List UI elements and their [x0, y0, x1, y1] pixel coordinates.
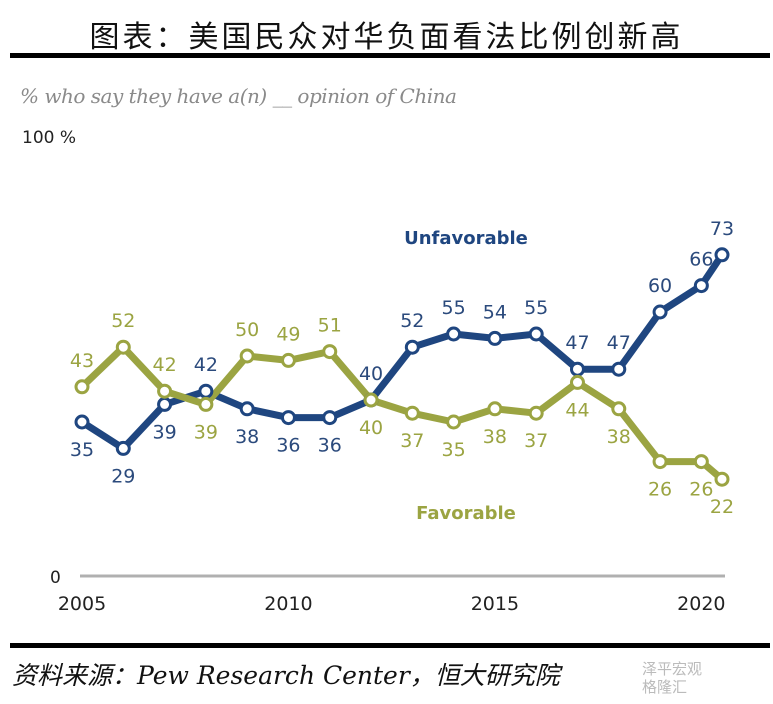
data-label: 35	[70, 439, 94, 461]
data-point	[446, 414, 462, 430]
data-point	[157, 396, 173, 412]
data-point	[693, 278, 709, 294]
data-label: 60	[648, 275, 672, 297]
data-label: 39	[194, 421, 218, 443]
data-point	[714, 471, 730, 487]
data-label: 40	[359, 417, 383, 439]
data-point	[528, 405, 544, 421]
watermark-line1: 泽平宏观	[642, 660, 703, 678]
data-point	[322, 344, 338, 360]
data-point	[714, 247, 730, 263]
data-point	[404, 339, 420, 355]
data-label: 52	[111, 310, 135, 332]
data-label: 51	[318, 315, 342, 337]
figure-title: 图表：美国民众对华负面看法比例创新高	[89, 20, 684, 55]
data-point	[569, 374, 585, 390]
data-point	[115, 339, 131, 355]
data-point	[693, 454, 709, 470]
data-point	[611, 361, 627, 377]
watermark-line2: 格隆汇	[642, 678, 688, 696]
data-point	[239, 348, 255, 364]
data-label: 38	[607, 426, 631, 448]
data-point	[652, 454, 668, 470]
title-divider	[10, 53, 770, 58]
data-point	[528, 326, 544, 342]
series-line-favorable	[79, 343, 725, 482]
series-label-unfavorable: Unfavorable	[404, 228, 528, 249]
series-label-favorable: Favorable	[416, 503, 516, 524]
data-point	[487, 330, 503, 346]
data-point	[652, 304, 668, 320]
data-label: 39	[152, 421, 176, 443]
data-label: 37	[400, 430, 424, 452]
data-point	[569, 361, 585, 377]
data-label: 44	[565, 399, 589, 421]
data-point	[363, 392, 379, 408]
data-label: 29	[111, 465, 135, 487]
data-label: 73	[710, 218, 734, 240]
data-point	[404, 405, 420, 421]
data-point	[611, 401, 627, 417]
source-divider	[10, 643, 770, 648]
source-note: 资料来源：Pew Research Center，恒大研究院	[12, 661, 560, 690]
x-tick-label: 2005	[58, 593, 106, 615]
data-label: 42	[152, 354, 176, 376]
data-label: 49	[276, 323, 300, 345]
line-chart: 100 % 0 2005 2010 2015 2020 35 29 39 42 38 36 36 40 52…	[22, 128, 734, 615]
y-tick-label: 100 %	[22, 128, 76, 148]
data-label: 38	[235, 426, 259, 448]
data-label: 36	[276, 435, 300, 457]
data-point	[115, 440, 131, 456]
data-label: 26	[648, 479, 672, 501]
data-label: 35	[442, 439, 466, 461]
data-label: 43	[70, 350, 94, 372]
data-label: 54	[483, 301, 507, 323]
data-point	[487, 401, 503, 417]
data-point	[280, 410, 296, 426]
data-label: 22	[710, 496, 734, 518]
data-label: 47	[565, 332, 589, 354]
data-label: 55	[524, 297, 548, 319]
data-point	[446, 326, 462, 342]
data-point	[74, 414, 90, 430]
data-label: 37	[524, 430, 548, 452]
x-tick-label: 2020	[677, 593, 725, 615]
watermark: 泽平宏观 格隆汇	[642, 660, 702, 696]
data-point	[322, 410, 338, 426]
data-point	[280, 352, 296, 368]
y-tick-label: 0	[50, 568, 61, 588]
data-point	[74, 379, 90, 395]
data-label: 50	[235, 319, 259, 341]
data-label: 38	[483, 426, 507, 448]
data-label: 40	[359, 363, 383, 385]
data-label: 55	[442, 297, 466, 319]
data-label: 66	[689, 249, 713, 271]
data-label: 42	[194, 354, 218, 376]
data-point	[198, 383, 214, 399]
data-label: 52	[400, 310, 424, 332]
x-tick-label: 2015	[471, 593, 519, 615]
data-label: 26	[689, 479, 713, 501]
data-point	[157, 383, 173, 399]
data-label: 47	[607, 332, 631, 354]
x-tick-label: 2010	[264, 593, 312, 615]
data-point	[198, 396, 214, 412]
chart-subtitle: % who say they have a(n) __ opinion of C…	[20, 84, 457, 108]
data-label: 36	[318, 435, 342, 457]
data-point	[239, 401, 255, 417]
